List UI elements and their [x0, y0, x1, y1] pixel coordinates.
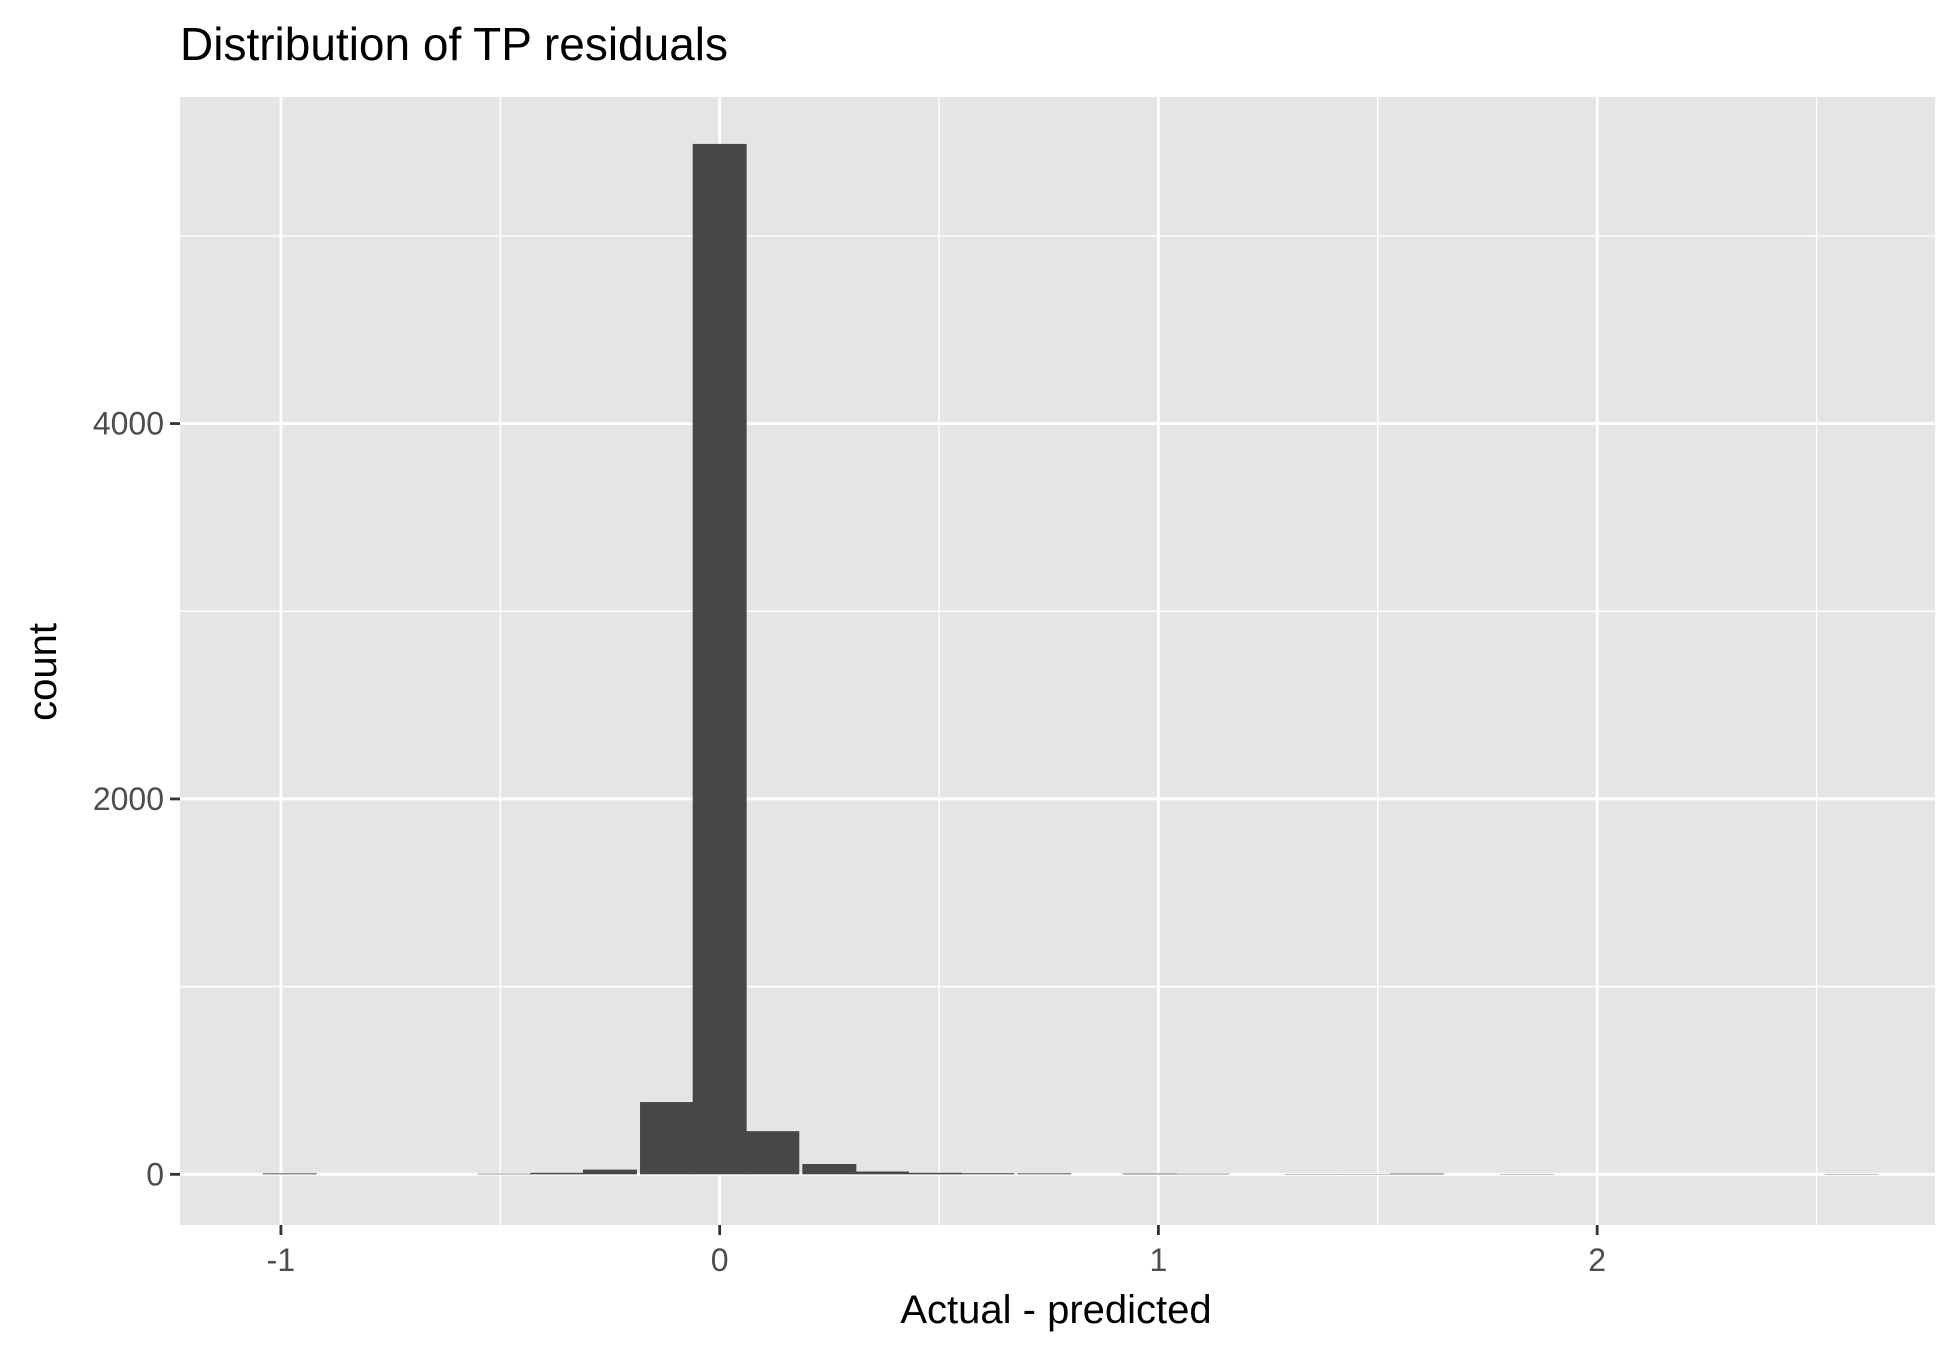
histogram-bar — [745, 1131, 800, 1175]
histogram-bar — [582, 1169, 637, 1175]
histogram-bar — [1017, 1173, 1072, 1175]
plot-panel — [180, 97, 1935, 1225]
histogram-bar — [1175, 1173, 1230, 1175]
x-tick-label: 2 — [1588, 1242, 1606, 1278]
histogram-bar — [855, 1171, 909, 1175]
y-tick-label: 4000 — [93, 406, 164, 442]
x-axis: -1 0 1 2 — [267, 1225, 1606, 1278]
histogram-bar — [530, 1172, 585, 1175]
histogram-bar — [960, 1173, 1015, 1175]
x-tick-label: 1 — [1150, 1242, 1168, 1278]
histogram-bar — [907, 1172, 962, 1175]
y-axis-title: count — [21, 623, 65, 721]
y-tick-label: 2000 — [93, 781, 164, 817]
x-axis-title: Actual - predicted — [900, 1288, 1211, 1332]
histogram-bar — [692, 143, 747, 1175]
histogram-bar — [640, 1102, 694, 1175]
histogram-bar — [1390, 1173, 1445, 1175]
chart-title: Distribution of TP residuals — [180, 18, 728, 70]
histogram-bar — [802, 1164, 857, 1175]
histogram-bar — [262, 1173, 317, 1175]
x-tick-label: -1 — [267, 1242, 295, 1278]
histogram-bar — [1122, 1173, 1177, 1175]
histogram-bar — [477, 1173, 532, 1175]
minor-gridlines — [180, 97, 1935, 1225]
y-tick-label: 0 — [146, 1156, 164, 1192]
histogram-bars — [262, 143, 1879, 1175]
x-tick-label: 0 — [711, 1242, 729, 1278]
y-axis: 0 2000 4000 — [93, 406, 180, 1192]
